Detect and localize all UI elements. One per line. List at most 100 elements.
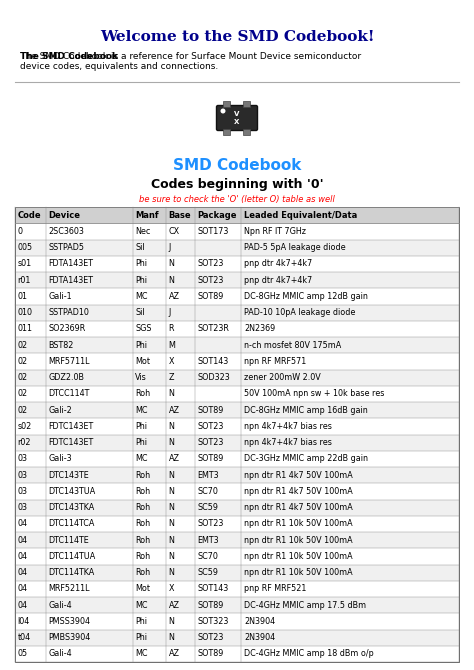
- Text: FDTC143ET: FDTC143ET: [48, 422, 94, 431]
- Text: npn dtr R1 4k7 50V 100mA: npn dtr R1 4k7 50V 100mA: [244, 503, 353, 512]
- Text: r02: r02: [18, 438, 31, 447]
- Text: Base: Base: [168, 210, 191, 220]
- Bar: [15, 418, 459, 435]
- Text: V: V: [234, 111, 240, 117]
- Text: CX: CX: [168, 227, 180, 236]
- Bar: [15, 581, 459, 597]
- Text: 04: 04: [18, 552, 27, 561]
- Text: SOT23: SOT23: [197, 438, 224, 447]
- Text: Phi: Phi: [135, 617, 147, 626]
- Bar: [15, 223, 459, 239]
- Text: DTC143TKA: DTC143TKA: [48, 503, 95, 512]
- Text: r01: r01: [18, 275, 31, 285]
- Text: l04: l04: [18, 617, 30, 626]
- Text: Npn RF IT 7GHz: Npn RF IT 7GHz: [244, 227, 306, 236]
- Text: pnp dtr 4k7+4k7: pnp dtr 4k7+4k7: [244, 275, 312, 285]
- Text: N: N: [168, 438, 174, 447]
- Text: SSTPAD10: SSTPAD10: [48, 308, 90, 317]
- Text: AZ: AZ: [168, 649, 180, 659]
- Text: SC59: SC59: [197, 568, 219, 577]
- Text: Vis: Vis: [135, 373, 147, 382]
- Text: 2SC3603: 2SC3603: [48, 227, 84, 236]
- Text: Gali-1: Gali-1: [48, 292, 72, 301]
- Text: Roh: Roh: [135, 389, 150, 399]
- Bar: [15, 288, 459, 304]
- Bar: [15, 207, 459, 223]
- Text: DC-8GHz MMIC amp 12dB gain: DC-8GHz MMIC amp 12dB gain: [244, 292, 368, 301]
- Text: AZ: AZ: [168, 292, 180, 301]
- Text: SOT143: SOT143: [197, 357, 228, 366]
- Bar: [224, 101, 230, 107]
- Text: The SMD Codebook: The SMD Codebook: [20, 52, 118, 61]
- Bar: [244, 129, 250, 135]
- Text: Roh: Roh: [135, 552, 150, 561]
- Text: npn dtr R1 4k7 50V 100mA: npn dtr R1 4k7 50V 100mA: [244, 487, 353, 496]
- Text: N: N: [168, 519, 174, 529]
- Text: SOT89: SOT89: [197, 649, 224, 659]
- Text: 01: 01: [18, 292, 27, 301]
- Text: Roh: Roh: [135, 470, 150, 480]
- Text: 04: 04: [18, 535, 27, 545]
- Text: Phi: Phi: [135, 275, 147, 285]
- Text: Gali-3: Gali-3: [48, 454, 72, 464]
- Text: Welcome to the SMD Codebook!: Welcome to the SMD Codebook!: [100, 30, 374, 44]
- Text: 03: 03: [18, 503, 27, 512]
- Text: SOT89: SOT89: [197, 600, 224, 610]
- Text: 0: 0: [18, 227, 22, 236]
- Text: DC-4GHz MMIC amp 17.5 dBm: DC-4GHz MMIC amp 17.5 dBm: [244, 600, 366, 610]
- Text: SOT89: SOT89: [197, 292, 224, 301]
- Text: npn 4k7+4k7 bias res: npn 4k7+4k7 bias res: [244, 438, 332, 447]
- Text: SGS: SGS: [135, 324, 152, 334]
- Text: 03: 03: [18, 454, 27, 464]
- Text: Sil: Sil: [135, 308, 145, 317]
- Text: PAD-5 5pA leakage diode: PAD-5 5pA leakage diode: [244, 243, 346, 252]
- Text: Mot: Mot: [135, 584, 150, 594]
- Text: Roh: Roh: [135, 519, 150, 529]
- Bar: [15, 532, 459, 548]
- Text: AZ: AZ: [168, 454, 180, 464]
- Text: 02: 02: [18, 357, 27, 366]
- Text: Package: Package: [197, 210, 237, 220]
- Text: 04: 04: [18, 584, 27, 594]
- Text: npn dtr R1 10k 50V 100mA: npn dtr R1 10k 50V 100mA: [244, 519, 353, 529]
- Text: SOT89: SOT89: [197, 405, 224, 415]
- Bar: [15, 256, 459, 272]
- Text: Gali-4: Gali-4: [48, 600, 72, 610]
- Text: MC: MC: [135, 649, 148, 659]
- Text: EMT3: EMT3: [197, 470, 219, 480]
- Text: SOT23: SOT23: [197, 633, 224, 642]
- Text: Nec: Nec: [135, 227, 151, 236]
- Text: GDZ2.0B: GDZ2.0B: [48, 373, 84, 382]
- Text: N: N: [168, 503, 174, 512]
- Text: Phi: Phi: [135, 438, 147, 447]
- Text: 02: 02: [18, 405, 27, 415]
- Text: 04: 04: [18, 519, 27, 529]
- Text: npn dtr R1 10k 50V 100mA: npn dtr R1 10k 50V 100mA: [244, 535, 353, 545]
- Text: N: N: [168, 552, 174, 561]
- Text: N: N: [168, 422, 174, 431]
- Text: Z: Z: [168, 373, 174, 382]
- Bar: [15, 630, 459, 646]
- Text: MC: MC: [135, 454, 148, 464]
- Bar: [15, 353, 459, 369]
- Text: s02: s02: [18, 422, 32, 431]
- Bar: [15, 402, 459, 418]
- Circle shape: [220, 109, 226, 113]
- Text: t04: t04: [18, 633, 31, 642]
- Bar: [224, 129, 230, 135]
- Text: Roh: Roh: [135, 487, 150, 496]
- Text: R: R: [168, 324, 174, 334]
- Text: Gali-4: Gali-4: [48, 649, 72, 659]
- Text: DC-3GHz MMIC amp 22dB gain: DC-3GHz MMIC amp 22dB gain: [244, 454, 368, 464]
- Text: SOT89: SOT89: [197, 454, 224, 464]
- Text: MC: MC: [135, 292, 148, 301]
- Text: MC: MC: [135, 405, 148, 415]
- Text: Sil: Sil: [135, 243, 145, 252]
- Text: 02: 02: [18, 389, 27, 399]
- Bar: [15, 483, 459, 500]
- Text: Roh: Roh: [135, 535, 150, 545]
- Text: Phi: Phi: [135, 633, 147, 642]
- Bar: [15, 565, 459, 581]
- Text: SOT23: SOT23: [197, 422, 224, 431]
- Text: DTCC114T: DTCC114T: [48, 389, 90, 399]
